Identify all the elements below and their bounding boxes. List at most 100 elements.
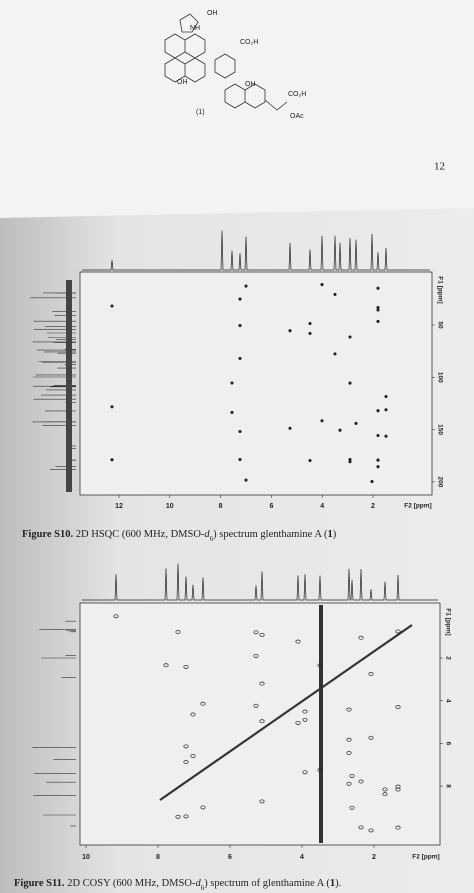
cross-peak <box>163 663 169 668</box>
cross-peak <box>259 719 265 724</box>
cross-peak <box>376 308 380 312</box>
f2-tick-label: 6 <box>269 503 273 510</box>
cross-peak <box>370 480 374 484</box>
cross-peak <box>259 799 265 804</box>
figure-caption: Figure S10. 2D HSQC (600 MHz, DMSO-d6) s… <box>22 529 337 542</box>
f1-tick-label: 4 <box>444 699 451 703</box>
cross-peak <box>238 457 242 462</box>
cross-peak <box>110 458 114 462</box>
caption-text: d <box>204 529 210 540</box>
cross-peak <box>358 825 364 830</box>
cross-peak <box>395 784 401 789</box>
caption-text: 1 <box>330 878 335 889</box>
f1-axis-label: F1 [ppm] <box>436 276 443 303</box>
cross-peak <box>376 306 380 310</box>
f1-tick-label: 2 <box>444 656 451 660</box>
f2-tick-label: 2 <box>371 503 375 510</box>
cross-peak <box>238 297 242 301</box>
cross-peak <box>230 410 234 414</box>
cross-peak <box>288 329 292 333</box>
cross-peak <box>200 701 206 706</box>
cross-peak <box>320 283 324 287</box>
cross-peak <box>348 335 352 339</box>
figure-caption: Figure S11. 2D COSY (600 MHz, DMSO-d6) s… <box>14 878 341 891</box>
cross-peak <box>346 707 352 712</box>
cross-peak <box>302 770 308 775</box>
f2-tick-label: 8 <box>219 503 223 510</box>
f2-tick-label: 4 <box>300 854 304 861</box>
cross-peak <box>384 408 388 412</box>
f2-tick-label: 4 <box>320 503 324 510</box>
f1-tick-label: 50 <box>436 321 443 329</box>
structure-label: CO₂H <box>240 39 258 46</box>
cross-peak <box>333 352 337 356</box>
cross-peak <box>382 787 388 792</box>
cross-peak <box>338 428 342 432</box>
structure-label: OH <box>177 79 188 86</box>
cross-peak <box>288 426 292 430</box>
cross-peak <box>190 712 196 717</box>
cross-peak <box>113 614 119 619</box>
upper-sheet <box>0 0 474 218</box>
caption-label: Figure S10. <box>22 529 74 540</box>
cross-peak <box>253 653 259 658</box>
cross-peak <box>368 735 374 740</box>
f1-tick-label: 6 <box>444 742 451 746</box>
cross-peak <box>244 284 248 288</box>
cross-peak <box>238 429 242 434</box>
cross-peak <box>376 465 380 469</box>
cross-peak <box>333 292 337 296</box>
cross-peak <box>259 632 265 637</box>
cross-peak <box>302 717 308 722</box>
cross-peak <box>253 703 259 708</box>
cross-peak <box>376 433 380 438</box>
cross-peak <box>190 753 196 758</box>
cross-peak <box>110 304 114 308</box>
f2-tick-label: 8 <box>156 854 160 861</box>
caption-text: ). <box>335 878 341 889</box>
cross-peak <box>253 630 259 635</box>
f2-axis-label: F2 [ppm] <box>412 854 439 861</box>
cross-peak <box>349 773 355 778</box>
cross-peak <box>358 779 364 784</box>
cross-peak <box>358 635 364 640</box>
f2-tick-label: 2 <box>372 854 376 861</box>
cross-peak <box>320 419 324 423</box>
compound-label: (1) <box>196 109 205 116</box>
f2-tick-label: 12 <box>115 503 123 510</box>
f1-axis-label: F1 [ppm] <box>444 608 451 635</box>
f2-axis-label: F2 [ppm] <box>404 503 431 510</box>
cross-peak <box>200 805 206 810</box>
cross-peak <box>395 705 401 710</box>
cross-peak <box>183 664 189 669</box>
cross-peak <box>368 828 374 833</box>
structure-drawing <box>164 13 288 111</box>
caption-text: ) spectrum of glenthamine A ( <box>204 878 330 889</box>
cross-peak <box>110 405 114 409</box>
cross-peak <box>368 672 374 676</box>
cross-peak <box>376 319 380 323</box>
cross-peak <box>175 814 181 819</box>
cross-peak <box>382 792 388 797</box>
projection-band <box>66 280 72 492</box>
cross-peak <box>259 681 265 686</box>
caption-text: ) spectrum glenthamine A ( <box>213 529 328 540</box>
structure-label: OH <box>207 10 218 17</box>
cross-peak <box>238 356 242 360</box>
f2-tick-label: 10 <box>82 854 90 861</box>
cross-peak <box>244 478 248 482</box>
cross-peak <box>349 805 355 810</box>
structure-label: NH <box>190 25 200 32</box>
cross-peak <box>175 630 181 634</box>
caption-text: 6 <box>201 884 205 892</box>
cross-peak <box>348 381 352 385</box>
f1-tick-label: 150 <box>436 424 443 435</box>
structure-label: OH <box>245 81 256 88</box>
caption-text: 2D COSY (600 MHz, DMSO- <box>65 878 196 889</box>
cross-peak <box>308 321 312 326</box>
cross-peak <box>183 760 189 765</box>
cross-peak <box>376 409 380 413</box>
cross-peak <box>376 286 380 290</box>
